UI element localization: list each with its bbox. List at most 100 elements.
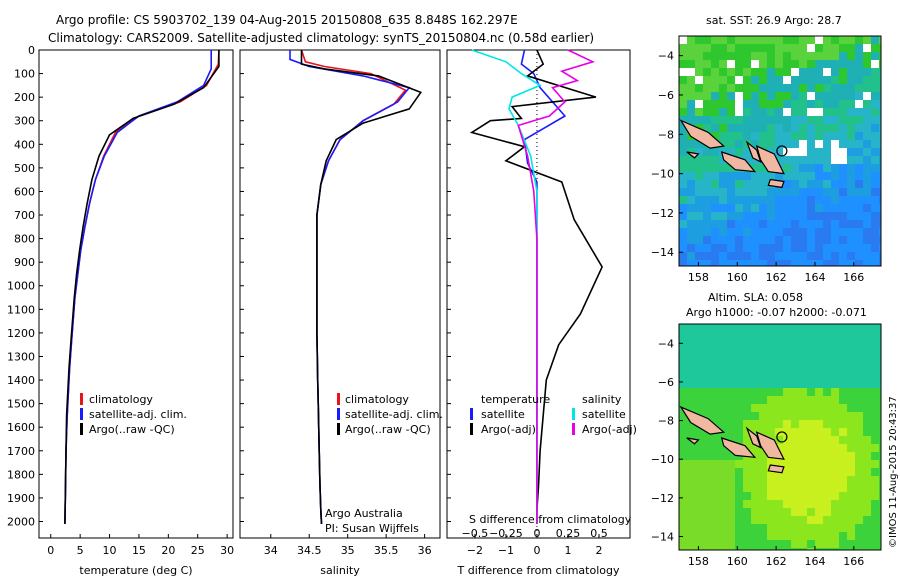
map-cell	[695, 116, 704, 125]
map-cell	[799, 500, 808, 509]
sst-map-title: sat. SST: 26.9 Argo: 28.7	[706, 14, 842, 27]
map-cell	[679, 364, 688, 373]
map-cell	[855, 212, 864, 221]
map-cell	[815, 348, 824, 357]
map-cell	[791, 68, 800, 77]
map-cell	[759, 100, 768, 109]
map-cell	[759, 164, 768, 173]
map-cell	[695, 540, 704, 549]
map-cell	[839, 100, 848, 109]
map-cell	[727, 52, 736, 61]
map-cell	[695, 436, 704, 445]
map-cell	[679, 100, 688, 109]
map-cell	[807, 68, 816, 77]
map-cell	[799, 260, 808, 266]
map-cell	[775, 140, 784, 149]
map-cell	[879, 540, 881, 549]
map-cell	[751, 460, 760, 469]
map-cell	[695, 388, 704, 397]
map-cell	[855, 388, 864, 397]
map-cell	[751, 124, 760, 133]
map-cell	[815, 540, 824, 549]
map-cell	[791, 508, 800, 517]
map-cell	[751, 380, 760, 389]
map-cell	[847, 492, 856, 501]
map-cell	[719, 84, 728, 93]
map-cell	[871, 36, 880, 45]
map-cell	[679, 532, 688, 541]
lat-tick-label: −4	[658, 50, 674, 63]
map-cell	[751, 364, 760, 373]
map-cell	[679, 252, 688, 261]
lon-tick-label: 160	[727, 271, 748, 284]
map-cell	[711, 436, 720, 445]
map-cell	[767, 108, 776, 117]
map-cell	[703, 412, 712, 421]
map-cell	[847, 76, 856, 85]
map-cell	[727, 412, 736, 421]
lat-tick-label: −8	[658, 415, 674, 428]
map-cell	[751, 220, 760, 229]
map-cell	[767, 212, 776, 221]
map-cell	[879, 116, 881, 125]
map-cell	[703, 148, 712, 157]
map-cell	[703, 436, 712, 445]
legend-swatch-satellite	[80, 408, 83, 420]
map-cell	[823, 260, 832, 266]
map-field	[679, 36, 881, 266]
map-cell	[751, 84, 760, 93]
map-cell	[807, 180, 816, 189]
map-cell	[735, 196, 744, 205]
map-cell	[871, 164, 880, 173]
map-cell	[791, 44, 800, 53]
map-cell	[687, 540, 696, 549]
map-cell	[783, 372, 792, 381]
map-cell	[767, 140, 776, 149]
map-cell	[791, 140, 800, 149]
map-cell	[751, 396, 760, 405]
map-cell	[735, 468, 744, 477]
map-cell	[807, 236, 816, 245]
map-cell	[799, 76, 808, 85]
map-cell	[855, 252, 864, 261]
map-cell	[871, 124, 880, 133]
map-cell	[839, 108, 848, 117]
map-cell	[759, 60, 768, 69]
map-cell	[711, 468, 720, 477]
map-cell	[823, 68, 832, 77]
map-cell	[759, 108, 768, 117]
map-cell	[719, 484, 728, 493]
map-cell	[775, 76, 784, 85]
map-cell	[855, 100, 864, 109]
map-cell	[823, 348, 832, 357]
map-cell	[719, 548, 728, 550]
map-cell	[847, 460, 856, 469]
map-cell	[823, 468, 832, 477]
map-cell	[847, 364, 856, 373]
map-cell	[679, 188, 688, 197]
map-cell	[767, 524, 776, 533]
legend-title-salinity: salinity	[582, 393, 622, 406]
map-cell	[807, 532, 816, 541]
map-cell	[815, 412, 824, 421]
map-cell	[743, 92, 752, 101]
map-cell	[879, 524, 881, 533]
map-cell	[839, 132, 848, 141]
map-cell	[719, 372, 728, 381]
map-cell	[687, 476, 696, 485]
map-cell	[799, 332, 808, 341]
map-cell	[695, 76, 704, 85]
map-cell	[879, 452, 881, 461]
map-cell	[775, 220, 784, 229]
map-frame	[678, 35, 882, 267]
map-cell	[743, 172, 752, 181]
map-cell	[783, 396, 792, 405]
map-cell	[711, 508, 720, 517]
map-cell	[695, 396, 704, 405]
map-cell	[783, 532, 792, 541]
map-cell	[751, 340, 760, 349]
map-cell	[831, 348, 840, 357]
map-cell	[879, 156, 881, 165]
map-cell	[775, 36, 784, 45]
map-cell	[695, 340, 704, 349]
